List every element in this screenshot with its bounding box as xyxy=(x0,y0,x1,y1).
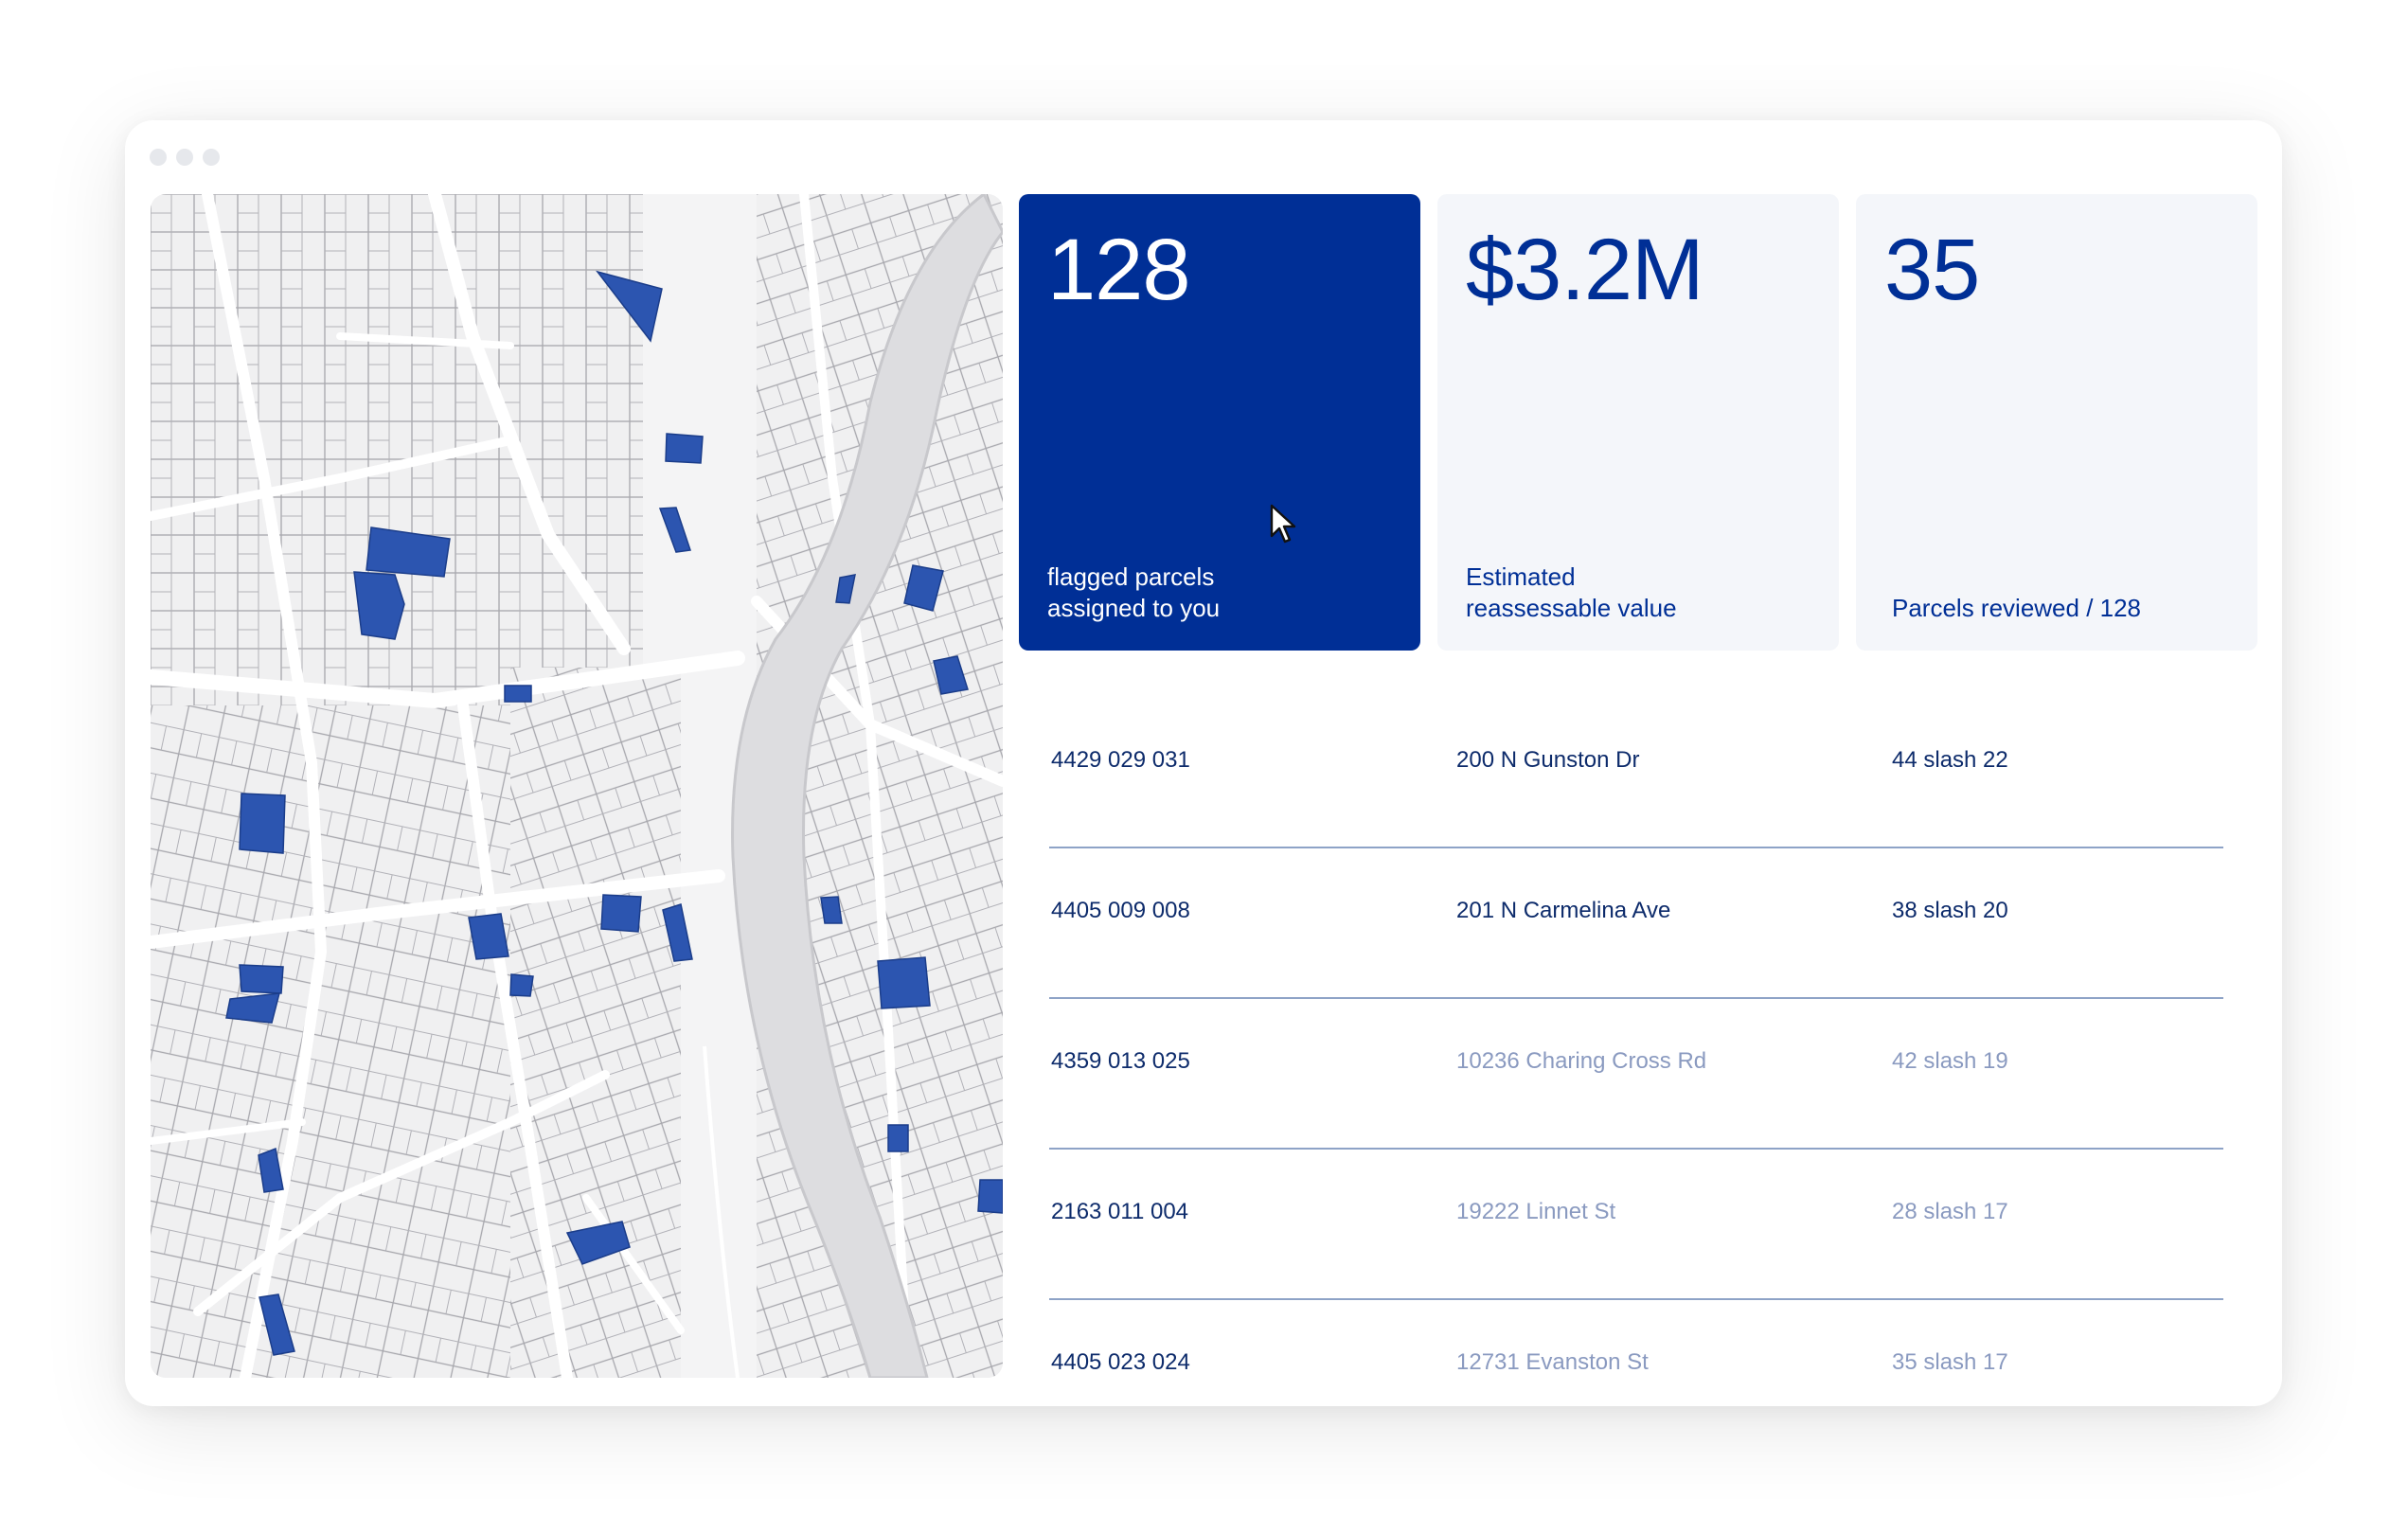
flagged-parcel[interactable] xyxy=(820,896,843,924)
window-dot-icon[interactable] xyxy=(150,149,167,166)
flagged-parcel[interactable] xyxy=(662,903,693,962)
window-dot-icon[interactable] xyxy=(176,149,193,166)
flagged-parcel[interactable] xyxy=(225,992,280,1024)
mouse-cursor-icon xyxy=(1270,504,1296,544)
flagged-parcel[interactable] xyxy=(239,793,286,854)
parcel-ratio: 38 slash 20 xyxy=(1892,898,2008,923)
table-row[interactable]: 4359 013 025 10236 Charing Cross Rd 42 s… xyxy=(1049,999,2223,1150)
parcel-id: 2163 011 004 xyxy=(1051,1199,1189,1224)
flagged-parcel[interactable] xyxy=(504,685,532,703)
flagged-parcel[interactable] xyxy=(887,1124,909,1152)
parcel-address: 10236 Charing Cross Rd xyxy=(1456,1048,1707,1074)
flagged-parcel[interactable] xyxy=(665,433,704,464)
flagged-parcel[interactable] xyxy=(258,1147,284,1193)
flagged-parcel[interactable] xyxy=(933,655,969,695)
flagged-parcel[interactable] xyxy=(877,956,931,1009)
parcel-id: 4405 009 008 xyxy=(1051,898,1190,923)
stat-value: 128 xyxy=(1047,222,1190,318)
flagged-parcel[interactable] xyxy=(468,913,509,960)
table-row[interactable]: 2163 011 004 19222 Linnet St 28 slash 17 xyxy=(1049,1150,2223,1300)
parcel-ratio: 44 slash 22 xyxy=(1892,747,2008,773)
stat-value: $3.2M xyxy=(1466,222,1704,318)
flagged-parcel[interactable] xyxy=(977,1179,1003,1214)
stat-value: 35 xyxy=(1884,222,1980,318)
parcel-map-canvas[interactable] xyxy=(151,194,1003,1378)
window-controls xyxy=(150,149,220,166)
parcel-map[interactable] xyxy=(151,194,1003,1378)
parcel-id: 4359 013 025 xyxy=(1051,1048,1190,1074)
window-dot-icon[interactable] xyxy=(203,149,220,166)
stat-label: Parcels reviewed / 128 xyxy=(1892,594,2142,622)
flagged-parcel[interactable] xyxy=(366,526,451,578)
flagged-parcel[interactable] xyxy=(239,964,284,994)
parcel-ratio: 42 slash 19 xyxy=(1892,1048,2008,1074)
table-row[interactable]: 4405 023 024 12731 Evanston St 35 slash … xyxy=(1049,1300,2223,1449)
parcel-id: 4429 029 031 xyxy=(1051,747,1190,773)
parcel-id: 4405 023 024 xyxy=(1051,1349,1190,1375)
flagged-parcel[interactable] xyxy=(353,571,405,640)
parcel-table: 4429 029 031 200 N Gunston Dr 44 slash 2… xyxy=(1049,698,2223,1449)
parcel-ratio: 35 slash 17 xyxy=(1892,1349,2008,1375)
flagged-parcel[interactable] xyxy=(259,1293,295,1356)
table-row[interactable]: 4405 009 008 201 N Carmelina Ave 38 slas… xyxy=(1049,848,2223,999)
flagged-parcel[interactable] xyxy=(903,564,944,612)
stat-label: Estimated reassessable value xyxy=(1466,562,1677,622)
flagged-parcel[interactable] xyxy=(600,894,642,933)
table-row[interactable]: 4429 029 031 200 N Gunston Dr 44 slash 2… xyxy=(1049,698,2223,848)
stat-card-reviewed[interactable]: 35 Parcels reviewed / 128 xyxy=(1856,194,2257,651)
flagged-parcel[interactable] xyxy=(596,270,663,343)
stat-label: flagged parcels assigned to you xyxy=(1047,562,1221,622)
parcel-address: 200 N Gunston Dr xyxy=(1456,747,1640,773)
flagged-parcel[interactable] xyxy=(835,574,856,604)
flagged-parcel[interactable] xyxy=(658,507,691,553)
parcel-address: 12731 Evanston St xyxy=(1456,1349,1649,1375)
flagged-parcel[interactable] xyxy=(565,1221,631,1265)
stat-card-flagged[interactable]: 128 flagged parcels assigned to you xyxy=(1019,194,1420,651)
parcel-address: 201 N Carmelina Ave xyxy=(1456,898,1671,923)
parcel-address: 19222 Linnet St xyxy=(1456,1199,1616,1224)
parcel-ratio: 28 slash 17 xyxy=(1892,1199,2008,1224)
app-window: 128 flagged parcels assigned to you $3.2… xyxy=(125,120,2282,1406)
flagged-parcel[interactable] xyxy=(509,973,534,997)
stat-card-value[interactable]: $3.2M Estimated reassessable value xyxy=(1437,194,1839,651)
